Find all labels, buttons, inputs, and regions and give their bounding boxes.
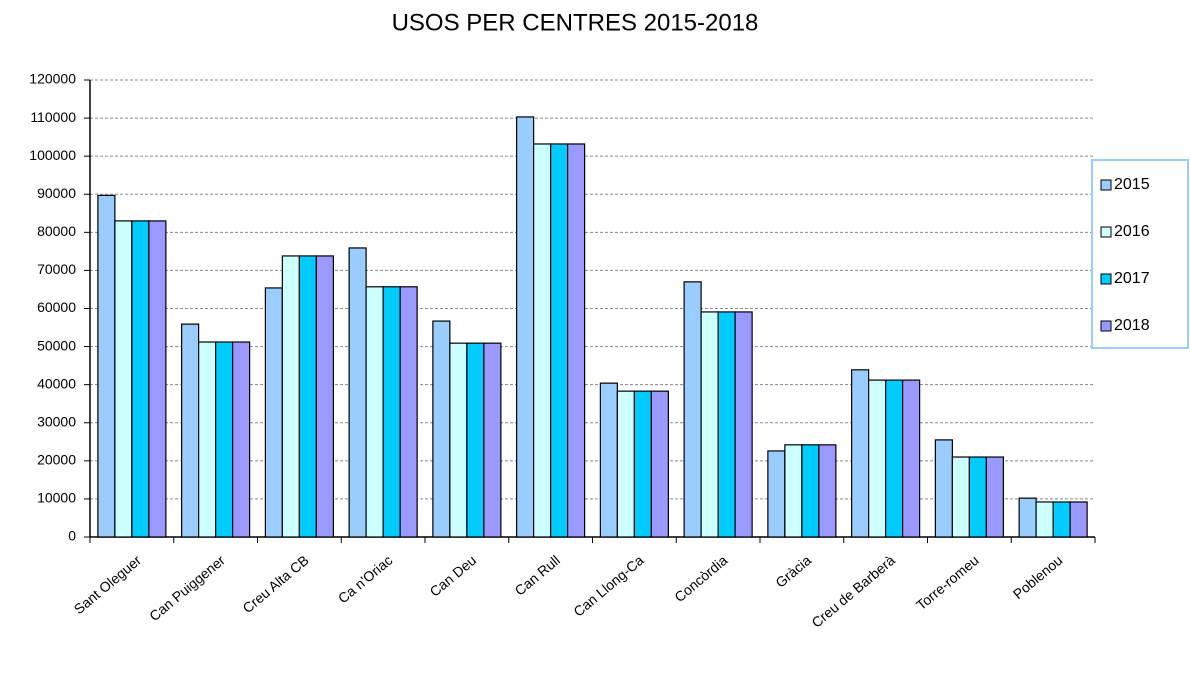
x-tick-label: Can Puiggener [146, 552, 228, 625]
bar [1018, 497, 1037, 538]
bar [1052, 501, 1071, 538]
bar [348, 247, 367, 538]
y-tick-label: 90000 [37, 185, 76, 201]
bar [650, 390, 669, 538]
legend-box [1091, 159, 1189, 349]
bar [801, 444, 820, 538]
bar [533, 143, 552, 538]
legend-label: 2017 [1114, 270, 1150, 287]
bar [968, 456, 987, 538]
bar [1035, 501, 1054, 538]
bar [851, 369, 870, 538]
legend-label: 2015 [1114, 176, 1150, 193]
x-tick-label: Ca n'Oriac [335, 552, 396, 606]
y-tick-label: 0 [68, 528, 76, 544]
bar [633, 390, 652, 538]
bar [264, 287, 283, 538]
bar [382, 286, 401, 538]
bar [599, 382, 618, 538]
bar [232, 341, 251, 538]
y-tick-label: 110000 [30, 109, 76, 125]
bar [717, 311, 736, 538]
bar [868, 379, 887, 538]
bar [315, 255, 334, 538]
y-tick-label: 100000 [29, 147, 76, 163]
bar [818, 444, 837, 538]
bar [181, 323, 200, 538]
chart-title: USOS PER CENTRES 2015-2018 [392, 9, 759, 36]
bar [483, 342, 502, 538]
bar [432, 320, 451, 538]
bar [365, 286, 384, 538]
y-tick-label: 60000 [37, 299, 76, 315]
bar [683, 281, 702, 538]
bar [298, 255, 317, 538]
bar [550, 143, 569, 538]
x-tick-label: Creu de Barberà [808, 552, 898, 631]
bar [466, 342, 485, 538]
x-tick-label: Creu Alta CB [239, 552, 311, 616]
legend-swatch [1100, 273, 1112, 285]
x-tick-label: Gràcia [772, 552, 814, 591]
x-tick-label: Torre-romeu [913, 552, 982, 613]
bar [985, 456, 1004, 538]
bar [131, 220, 150, 538]
bar [885, 379, 904, 538]
legend-label: 2016 [1114, 223, 1150, 240]
y-tick-label: 80000 [37, 223, 76, 239]
bar [951, 456, 970, 538]
bar [784, 444, 803, 538]
y-tick-label: 10000 [37, 490, 76, 506]
bar [198, 341, 217, 538]
bar [902, 379, 921, 538]
bar [97, 194, 116, 538]
x-tick-label: Can Deu [427, 552, 480, 600]
y-tick-label: 40000 [37, 375, 76, 391]
bar [767, 450, 786, 538]
y-tick-label: 70000 [37, 261, 76, 277]
y-tick-label: 50000 [37, 337, 76, 353]
x-tick-label: Concòrdia [671, 552, 730, 605]
bar [616, 390, 635, 538]
bar [281, 255, 300, 538]
bar [734, 311, 753, 538]
legend-swatch [1100, 226, 1112, 238]
bar [449, 342, 468, 538]
y-tick-label: 20000 [37, 452, 76, 468]
bar [700, 311, 719, 538]
x-tick-label: Can Llong-Ca [570, 552, 647, 620]
bar [215, 341, 234, 538]
x-tick-label: Can Rull [512, 552, 563, 599]
y-tick-label: 120000 [29, 71, 76, 87]
bar [567, 143, 586, 538]
bar [516, 116, 535, 538]
bar [934, 439, 953, 538]
legend-swatch [1100, 179, 1112, 191]
bar [399, 286, 418, 538]
bar [148, 220, 167, 538]
x-tick-label: Sant Oleguer [71, 552, 145, 618]
legend-label: 2018 [1114, 317, 1150, 334]
legend-swatch [1100, 320, 1112, 332]
bar [114, 220, 133, 538]
x-tick-label: Poblenou [1010, 552, 1066, 602]
y-tick-label: 30000 [37, 413, 76, 429]
bar [1069, 501, 1088, 538]
